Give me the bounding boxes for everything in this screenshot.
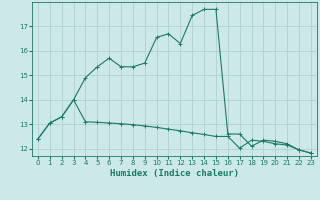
X-axis label: Humidex (Indice chaleur): Humidex (Indice chaleur): [110, 169, 239, 178]
